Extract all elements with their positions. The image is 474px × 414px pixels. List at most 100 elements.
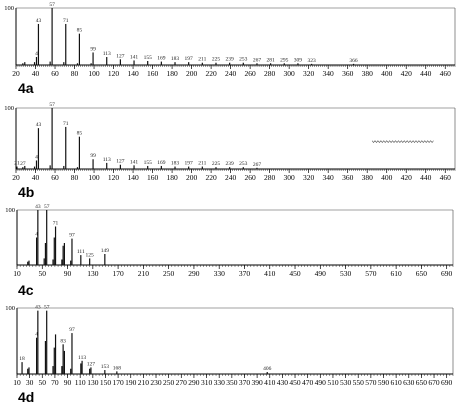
x-tick-label: 350: [226, 378, 238, 387]
x-tick-label: 440: [420, 173, 432, 182]
panel-letter: 4b: [18, 184, 34, 200]
peak-label: 43: [35, 204, 41, 210]
x-tick-label: 340: [323, 173, 335, 182]
peak-label: 366: [349, 58, 358, 64]
peak-label: 83: [60, 338, 66, 344]
x-tick-label: 280: [264, 173, 276, 182]
x-tick-label: 410: [264, 269, 276, 278]
peak-label: 168: [113, 365, 122, 371]
peak-label: 4: [35, 332, 38, 338]
x-tick-label: 250: [163, 269, 175, 278]
spectrum-panel-4d: 100 10 30 50 70 90 110 130 150 170 190 210 230 250 270…: [5, 305, 454, 405]
x-tick-label: 260: [245, 173, 257, 182]
peak-label: 43: [36, 18, 42, 24]
x-tick-label: 420: [401, 173, 413, 182]
peak-label: 169: [157, 56, 166, 62]
peak-label: 85: [77, 28, 83, 34]
peak-label: 4: [35, 154, 38, 160]
panel-letter: 4a: [18, 80, 34, 96]
x-tick-label: 160: [147, 173, 159, 182]
peak-label: 57: [44, 305, 50, 311]
peak-label: 113: [103, 51, 111, 57]
peak-label: 211: [198, 57, 206, 63]
panel-letter: 4d: [18, 389, 34, 405]
x-tick-label: 150: [100, 378, 112, 387]
peak-label: 406: [263, 366, 272, 372]
peak-label: 18: [19, 356, 25, 362]
x-tick-label: 170: [112, 269, 124, 278]
x-tick-label: 450: [289, 378, 301, 387]
peak-label: 4: [35, 51, 38, 57]
x-tick-label: 530: [340, 269, 352, 278]
x-tick-label: 280: [264, 69, 276, 78]
peak-label: 155: [144, 55, 153, 61]
x-tick-label: 290: [188, 378, 200, 387]
x-tick-label: 270: [176, 378, 188, 387]
peak-label: 97: [69, 233, 75, 239]
x-tick-label: 40: [32, 69, 40, 78]
x-tick-label: 490: [315, 269, 327, 278]
noise-trace: [371, 140, 434, 143]
peak-label: 267: [253, 162, 262, 168]
peak-label: 253: [239, 57, 248, 63]
x-tick-label: 430: [277, 378, 289, 387]
x-tick-label: 400: [381, 173, 393, 182]
x-tick-label: 300: [284, 69, 296, 78]
peak-label: 281: [266, 57, 275, 63]
peak-label: 309: [294, 57, 303, 63]
x-tick-label: 360: [342, 173, 354, 182]
x-tick-label: 200: [186, 173, 198, 182]
x-tick-label: 220: [205, 173, 217, 182]
peak-label: 141: [130, 54, 139, 60]
peak-label: 71: [63, 18, 69, 24]
x-tick-label: 20: [12, 69, 20, 78]
x-tick-label: 180: [166, 69, 178, 78]
x-tick-label: 160: [147, 69, 159, 78]
panel-letter: 4c: [18, 282, 34, 298]
x-tick-label: 460: [440, 69, 452, 78]
x-tick-label: 70: [51, 378, 59, 387]
spectrum-panel-4b: 100 20 40 60 80 100 120 140 160 180 200 220 240 260 28…: [4, 102, 456, 200]
y-max-label: 100: [5, 207, 15, 214]
x-tick-label: 570: [365, 378, 377, 387]
peak-label: 127: [116, 159, 125, 165]
peak-label: 71: [53, 221, 59, 227]
x-tick-label: 220: [205, 69, 217, 78]
x-tick-label: 310: [201, 378, 213, 387]
x-tick-label: 80: [71, 173, 79, 182]
x-tick-label: 330: [214, 269, 226, 278]
x-tick-label: 550: [353, 378, 365, 387]
x-tick-label: 40: [32, 173, 40, 182]
peak-label: 183: [171, 56, 180, 62]
x-tick-label: 210: [138, 378, 150, 387]
x-tick-label: 570: [365, 269, 377, 278]
x-tick-label: 90: [64, 378, 72, 387]
x-tick-label: 190: [125, 378, 137, 387]
x-tick-label: 330: [214, 378, 226, 387]
x-tick-label: 590: [378, 378, 390, 387]
peak-label: 71: [63, 121, 69, 127]
x-tick-label: 420: [401, 69, 413, 78]
x-tick-label: 260: [245, 69, 257, 78]
x-tick-label: 690: [441, 269, 453, 278]
peak-label: 43: [36, 122, 42, 128]
x-tick-label: 140: [127, 173, 139, 182]
peak-label: 97: [69, 327, 75, 333]
spectrum-panel-4c: 100 10 50 90 130 170 210 250 290 330 370 410 450 490 5…: [5, 204, 454, 298]
peak-label: 267: [253, 57, 262, 63]
x-tick-label: 290: [188, 269, 200, 278]
x-tick-label: 370: [239, 269, 251, 278]
x-tick-label: 650: [416, 378, 428, 387]
y-max-label: 100: [4, 105, 14, 112]
x-tick-label: 130: [87, 269, 99, 278]
x-tick-label: 140: [127, 69, 139, 78]
x-tick-label: 210: [138, 269, 150, 278]
peak-label: 99: [90, 46, 96, 52]
x-tick-label: 50: [39, 269, 47, 278]
x-tick-label: 630: [403, 378, 415, 387]
x-tick-label: 110: [75, 378, 86, 387]
x-tick-label: 670: [428, 378, 440, 387]
peak-label: 57: [44, 204, 50, 210]
x-tick-label: 400: [381, 69, 393, 78]
